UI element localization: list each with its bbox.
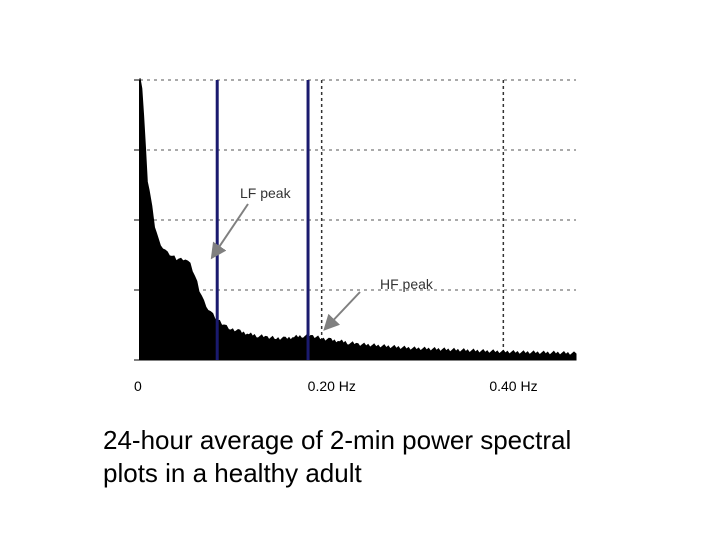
lf-peak-label: LF peak [240,185,292,201]
hf-peak-label: HF peak [380,276,434,292]
lf-peak-arrow [210,203,249,260]
grid-layer [140,79,576,360]
x-tick-label-1: 0.20 Hz [308,378,356,394]
caption: 24-hour average of 2-min power spectral … [103,424,703,490]
caption-line-2: plots in a healthy adult [103,458,362,488]
hf-peak-arrow [323,291,361,331]
marker-layer [215,80,310,360]
tick-label-layer: 0 0.20 Hz 0.40 Hz [134,378,538,394]
power-spectrum-chart: 0 0.20 Hz 0.40 Hz LF peak HF peak [134,78,577,394]
spectrum-area [139,78,577,361]
annotation-layer: LF peak HF peak [210,185,434,331]
x-tick-label-0: 0 [134,378,142,394]
x-tick-label-2: 0.40 Hz [489,378,537,394]
axis-layer [134,79,141,361]
caption-line-1: 24-hour average of 2-min power spectral [103,425,572,455]
